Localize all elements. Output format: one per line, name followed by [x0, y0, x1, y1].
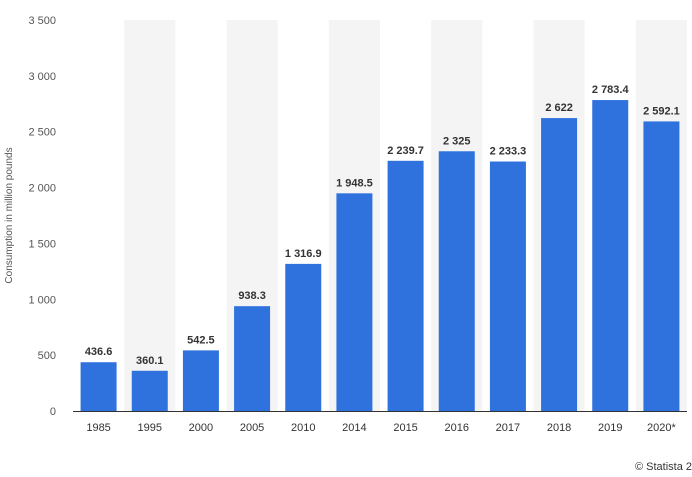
- bar[interactable]: [643, 121, 680, 411]
- data-label: 436.6: [85, 346, 113, 358]
- data-label: 2 622: [545, 102, 573, 114]
- bar[interactable]: [131, 370, 168, 411]
- bar[interactable]: [541, 118, 578, 411]
- bar[interactable]: [387, 160, 424, 411]
- background-band: [124, 20, 176, 411]
- y-tick-label: 1 500: [28, 238, 56, 250]
- bars: [80, 100, 680, 412]
- bar[interactable]: [285, 263, 322, 411]
- y-tick-label: 500: [38, 350, 56, 362]
- x-tick-label: 2000: [189, 422, 213, 434]
- y-tick-label: 3 000: [28, 71, 56, 83]
- y-tick-label: 2 500: [28, 127, 56, 139]
- bar[interactable]: [234, 306, 271, 411]
- x-tick-label: 1985: [86, 422, 110, 434]
- data-label: 2 592.1: [643, 105, 680, 117]
- x-tick-label: 2015: [393, 422, 417, 434]
- y-tick-label: 2 000: [28, 183, 56, 195]
- x-tick-label: 2010: [291, 422, 315, 434]
- x-tick-label: 2014: [342, 422, 366, 434]
- data-labels: 436.6 360.1 542.5 938.3 1 316.9 1 948.5 2 239.…: [85, 84, 680, 367]
- y-axis-label: Consumption in million pounds: [4, 147, 15, 283]
- statista-credit[interactable]: © Statista 2: [634, 461, 692, 473]
- x-tick-label: 2005: [240, 422, 264, 434]
- data-label: 1 316.9: [285, 248, 322, 260]
- x-tick-label: 2016: [445, 422, 469, 434]
- bar[interactable]: [592, 100, 629, 412]
- x-tick-label: 2019: [598, 422, 622, 434]
- bar[interactable]: [336, 193, 373, 411]
- bar[interactable]: [80, 362, 117, 411]
- data-label: 542.5: [187, 334, 215, 346]
- y-tick-label: 0: [50, 406, 56, 418]
- y-tick-label: 1 000: [28, 294, 56, 306]
- data-label: 1 948.5: [336, 177, 373, 189]
- bar[interactable]: [438, 151, 475, 411]
- x-tick-label: 2017: [496, 422, 520, 434]
- x-tick-label: 2018: [547, 422, 571, 434]
- x-axis-labels: 1985 1995 2000 2005 2010 2014 2015 2016 2017 2018…: [86, 422, 676, 434]
- data-label: 2 325: [443, 135, 471, 147]
- data-label: 938.3: [238, 290, 266, 302]
- bar[interactable]: [182, 350, 219, 411]
- data-label: 2 239.7: [387, 145, 424, 157]
- data-label: 2 233.3: [490, 146, 527, 158]
- data-label: 360.1: [136, 355, 164, 367]
- data-label: 2 783.4: [592, 84, 630, 96]
- x-tick-label: 2020*: [647, 422, 676, 434]
- y-axis-ticks: 0 500 1 000 1 500 2 000 2 500 3 000 3 500: [28, 15, 56, 418]
- bar[interactable]: [489, 161, 526, 411]
- y-tick-label: 3 500: [28, 15, 56, 27]
- x-tick-label: 1995: [138, 422, 162, 434]
